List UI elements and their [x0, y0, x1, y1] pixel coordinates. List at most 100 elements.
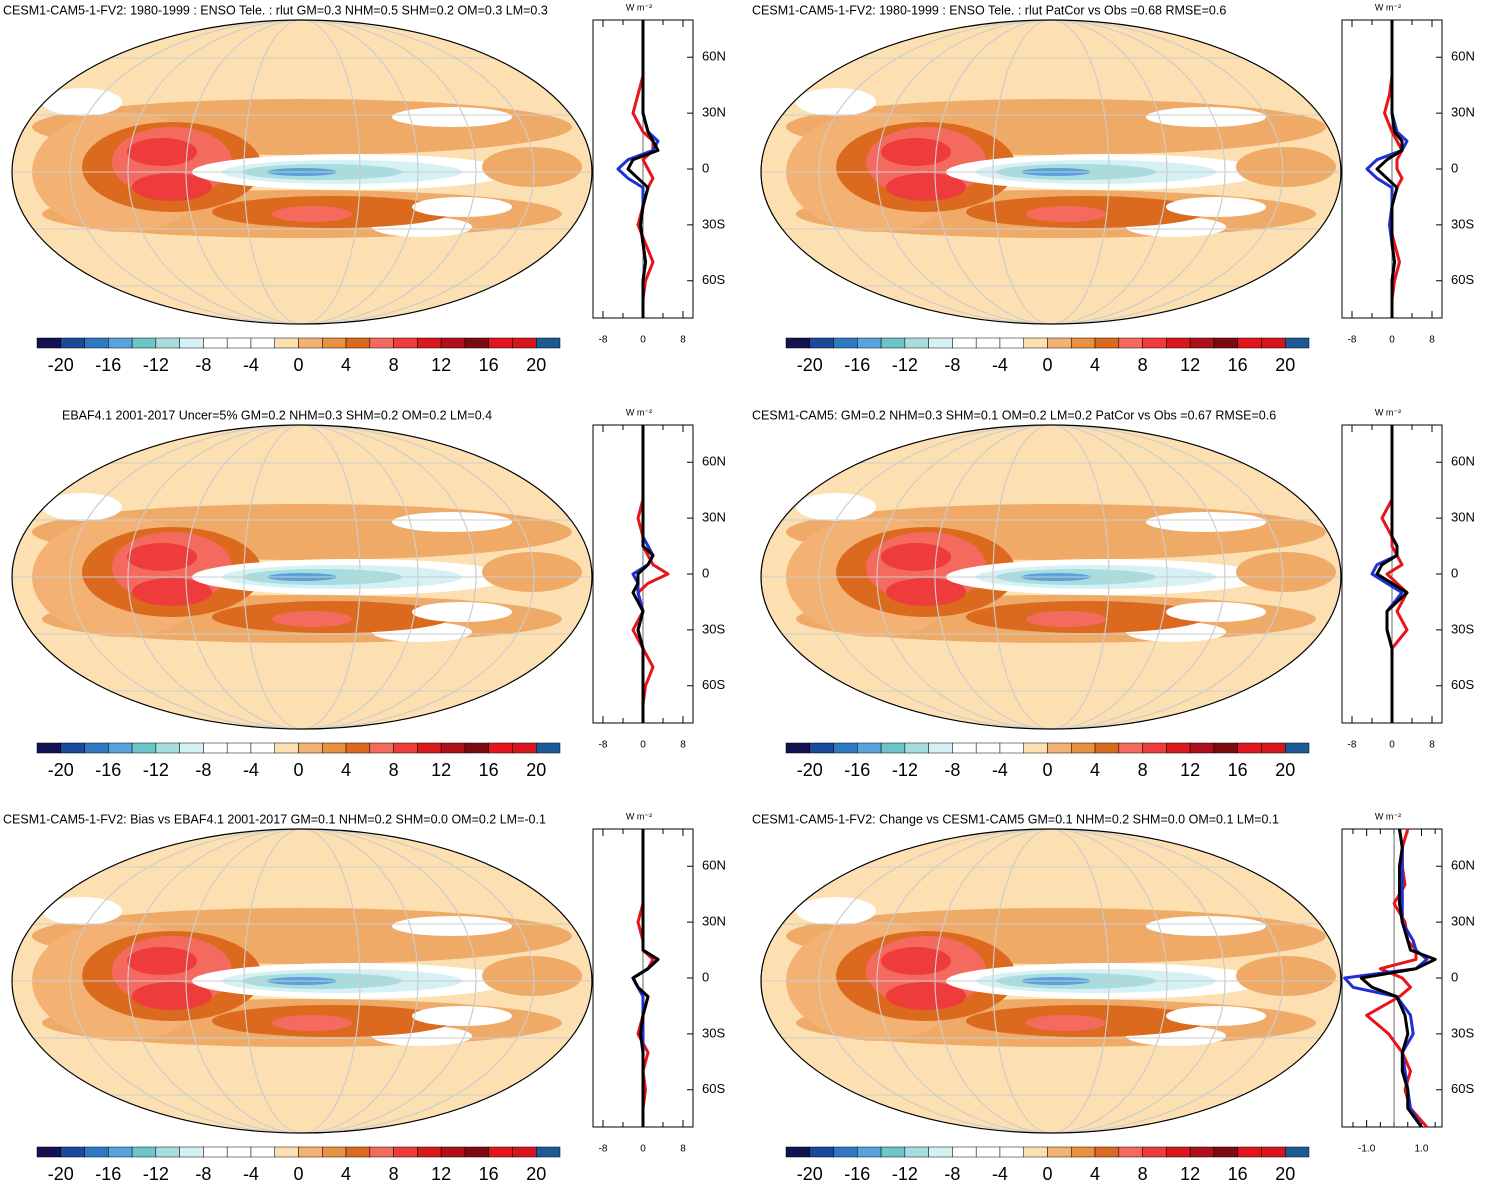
colorbar-swatch	[512, 742, 537, 754]
x-tick-label: 1.0	[1414, 1144, 1428, 1155]
colorbar-swatch	[1284, 337, 1310, 349]
x-tick-label: 8	[1429, 740, 1435, 751]
colorbar-label: -8	[944, 760, 960, 780]
colorbar-swatch	[488, 1146, 513, 1158]
colorbar-label: 16	[1228, 760, 1248, 780]
colorbar-swatch	[60, 742, 85, 754]
colorbar-label: -20	[48, 1164, 74, 1183]
colorbar-swatch	[1142, 337, 1167, 349]
colorbar-swatch	[1118, 337, 1143, 349]
colorbar-label: -20	[48, 355, 74, 375]
colorbar-swatch	[975, 742, 1001, 754]
y-tick-label: 30N	[1451, 105, 1475, 120]
colorbar-swatch	[1213, 1146, 1238, 1158]
colorbar-swatch	[60, 337, 85, 349]
colorbar-swatch	[131, 742, 157, 754]
y-tick-label: 0	[1451, 969, 1458, 984]
colorbar-label: -4	[243, 1164, 259, 1183]
colorbar-swatch	[1118, 742, 1143, 754]
unit-label: W m⁻²	[1375, 811, 1401, 821]
colorbar-swatch	[1261, 1146, 1286, 1158]
y-tick-label: 60S	[702, 272, 725, 287]
colorbar-swatch	[488, 337, 513, 349]
x-tick-label: 0	[640, 740, 646, 751]
colorbar-label: -8	[195, 1164, 211, 1183]
colorbar-swatch	[274, 337, 299, 349]
colorbar-label: 12	[1180, 1164, 1200, 1183]
colorbar-swatch	[833, 337, 858, 349]
panel-title: CESM1-CAM5-1-FV2: 1980-1999 : ENSO Tele.…	[3, 3, 548, 17]
colorbar-swatch	[1094, 1146, 1120, 1158]
colorbar-swatch	[322, 1146, 347, 1158]
colorbar-swatch	[952, 337, 977, 349]
colorbar-label: -16	[844, 1164, 870, 1183]
colorbar-label: -12	[143, 760, 169, 780]
colorbar-label: -4	[243, 355, 259, 375]
colorbar-swatch	[250, 742, 275, 754]
colorbar-label: 8	[389, 1164, 399, 1183]
colorbar-label: 20	[526, 1164, 546, 1183]
colorbar-swatch	[1284, 1146, 1310, 1158]
colorbar-label: 8	[389, 760, 399, 780]
colorbar-swatch	[999, 742, 1024, 754]
x-tick-label: 0	[1389, 740, 1395, 751]
colorbar-label: -12	[892, 1164, 918, 1183]
colorbar-label: 0	[293, 355, 303, 375]
colorbar-swatch	[179, 337, 204, 349]
colorbar-label: 16	[1228, 355, 1248, 375]
colorbar-swatch	[785, 742, 811, 754]
colorbar-swatch	[904, 1146, 929, 1158]
colorbar-label: 4	[1090, 760, 1100, 780]
colorbar-swatch	[155, 1146, 180, 1158]
x-tick-label: -1.0	[1358, 1144, 1376, 1155]
colorbar-swatch	[417, 337, 442, 349]
x-tick-label: -8	[1348, 740, 1357, 751]
colorbar-swatch	[203, 1146, 228, 1158]
map	[760, 19, 1342, 325]
y-tick-label: 30N	[702, 510, 726, 525]
colorbar-label: -12	[892, 355, 918, 375]
panel-title: CESM1-CAM5-1-FV2: Change vs CESM1-CAM5 G…	[752, 812, 1279, 826]
colorbar-swatch	[298, 1146, 323, 1158]
unit-label: W m⁻²	[626, 407, 652, 417]
colorbar-swatch	[345, 1146, 371, 1158]
colorbar-swatch	[975, 1146, 1001, 1158]
colorbar-swatch	[809, 1146, 834, 1158]
colorbar-label: -16	[95, 1164, 121, 1183]
colorbar-label: -12	[143, 355, 169, 375]
colorbar-swatch	[928, 742, 953, 754]
zonal-frame	[1341, 828, 1443, 1128]
colorbar-swatch	[36, 337, 62, 349]
colorbar-swatch	[1237, 742, 1262, 754]
colorbar-swatch	[785, 1146, 811, 1158]
colorbar-swatch	[999, 1146, 1024, 1158]
colorbar-swatch	[1213, 337, 1238, 349]
colorbar-swatch	[274, 742, 299, 754]
colorbar-swatch	[999, 337, 1024, 349]
zonal-line	[1359, 828, 1437, 1128]
colorbar-swatch	[36, 1146, 62, 1158]
y-tick-label: 60S	[702, 1081, 725, 1096]
panel-title: CESM1-CAM5-1-FV2: 1980-1999 : ENSO Tele.…	[752, 3, 1226, 17]
map	[11, 19, 593, 325]
colorbar-swatch	[1047, 1146, 1072, 1158]
colorbar-swatch	[880, 1146, 906, 1158]
colorbar-swatch	[535, 742, 561, 754]
colorbar-swatch	[108, 742, 133, 754]
colorbar-swatch	[809, 742, 834, 754]
colorbar-label: 8	[1138, 355, 1148, 375]
colorbar-label: 20	[526, 760, 546, 780]
zonal-line	[631, 425, 655, 723]
colorbar-swatch	[393, 742, 418, 754]
colorbar-label: -8	[195, 355, 211, 375]
colorbar-swatch	[975, 337, 1001, 349]
colorbar-swatch	[1237, 1146, 1262, 1158]
colorbar-swatch	[298, 337, 323, 349]
colorbar-swatch	[84, 742, 109, 754]
colorbar-swatch	[1118, 1146, 1143, 1158]
colorbar-swatch	[952, 1146, 977, 1158]
colorbar-swatch	[298, 742, 323, 754]
colorbar-swatch	[274, 1146, 299, 1158]
colorbar-swatch	[1023, 742, 1048, 754]
colorbar-swatch	[904, 337, 929, 349]
